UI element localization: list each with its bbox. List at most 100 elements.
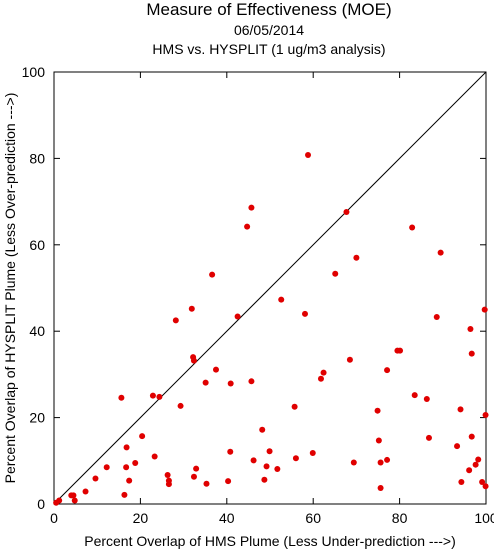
y-tick-label: 60 bbox=[29, 237, 45, 253]
x-tick-label: 100 bbox=[474, 510, 494, 526]
data-point bbox=[482, 412, 489, 419]
data-point bbox=[457, 406, 464, 413]
data-point bbox=[375, 437, 382, 444]
data-point bbox=[248, 378, 255, 385]
data-point bbox=[320, 369, 327, 376]
data-point bbox=[266, 448, 273, 455]
data-point bbox=[332, 270, 339, 277]
data-point bbox=[350, 459, 357, 466]
data-point bbox=[475, 456, 482, 463]
data-point bbox=[274, 466, 281, 473]
y-tick-label: 0 bbox=[37, 496, 45, 512]
y-axis-label: Percent Overlap of HYSPLIT Plume (Less O… bbox=[2, 93, 18, 484]
data-point bbox=[377, 459, 384, 466]
data-point bbox=[139, 433, 146, 440]
data-point bbox=[123, 464, 130, 471]
data-point bbox=[202, 379, 209, 386]
y-tick-label: 20 bbox=[29, 410, 45, 426]
chart-title: Measure of Effectiveness (MOE) bbox=[146, 0, 392, 19]
x-axis-label: Percent Overlap of HMS Plume (Less Under… bbox=[84, 533, 456, 549]
data-point bbox=[203, 480, 210, 487]
data-point bbox=[466, 467, 473, 474]
data-point bbox=[165, 477, 172, 484]
data-point bbox=[225, 478, 232, 485]
x-tick-label: 0 bbox=[50, 510, 58, 526]
data-point bbox=[458, 478, 465, 485]
data-point bbox=[411, 392, 418, 399]
data-point bbox=[384, 456, 391, 463]
data-point bbox=[317, 375, 324, 382]
x-tick-label: 60 bbox=[305, 510, 321, 526]
data-point bbox=[71, 497, 78, 504]
data-point bbox=[291, 403, 298, 410]
data-point bbox=[188, 305, 195, 312]
data-point bbox=[305, 151, 312, 158]
data-point bbox=[56, 497, 63, 504]
data-point bbox=[454, 443, 461, 450]
y-tick-label: 40 bbox=[29, 323, 45, 339]
data-point bbox=[190, 357, 197, 364]
data-point bbox=[227, 448, 234, 455]
data-point bbox=[377, 485, 384, 492]
data-point bbox=[481, 306, 488, 313]
plot-frame bbox=[53, 71, 487, 505]
data-point bbox=[397, 347, 404, 354]
data-point bbox=[425, 434, 432, 441]
data-point bbox=[292, 455, 299, 462]
data-point bbox=[353, 254, 360, 261]
data-point bbox=[261, 476, 268, 483]
data-point bbox=[250, 457, 257, 464]
x-tick-label: 40 bbox=[219, 510, 235, 526]
data-point bbox=[177, 402, 184, 409]
data-point bbox=[172, 317, 179, 324]
data-point bbox=[234, 313, 241, 320]
data-point bbox=[468, 350, 475, 357]
data-point bbox=[433, 313, 440, 320]
data-point bbox=[121, 491, 128, 498]
data-point bbox=[123, 444, 130, 451]
data-point bbox=[132, 459, 139, 466]
data-point bbox=[409, 224, 416, 231]
data-point bbox=[151, 453, 158, 460]
data-point bbox=[118, 394, 125, 401]
data-point bbox=[190, 473, 197, 480]
data-point bbox=[468, 433, 475, 440]
data-point bbox=[103, 464, 110, 471]
chart-date: 06/05/2014 bbox=[233, 22, 305, 38]
data-point bbox=[213, 366, 219, 373]
data-point bbox=[301, 310, 308, 317]
data-point bbox=[70, 492, 77, 499]
data-point bbox=[343, 208, 350, 215]
x-tick-label: 80 bbox=[392, 510, 408, 526]
axis-ticks: 0 20 40 60 80 100 0 20 40 60 80 100 bbox=[22, 64, 494, 526]
data-point bbox=[437, 249, 444, 256]
data-point bbox=[472, 461, 479, 468]
data-point bbox=[227, 380, 234, 387]
data-point bbox=[248, 204, 255, 211]
data-point bbox=[482, 483, 489, 490]
data-point bbox=[278, 296, 285, 303]
data-point bbox=[193, 465, 200, 472]
data-points bbox=[53, 151, 489, 506]
data-point bbox=[263, 463, 270, 470]
data-point bbox=[92, 475, 99, 482]
one-to-one-reference-line bbox=[53, 71, 487, 505]
data-point bbox=[479, 478, 486, 485]
data-point bbox=[126, 477, 133, 484]
data-point bbox=[156, 393, 163, 400]
data-point bbox=[309, 450, 316, 457]
data-point bbox=[384, 367, 391, 374]
data-point bbox=[467, 326, 474, 333]
y-tick-label: 100 bbox=[22, 64, 46, 80]
data-point bbox=[244, 223, 251, 230]
data-point bbox=[423, 396, 430, 403]
data-point bbox=[209, 271, 216, 278]
data-point bbox=[164, 472, 171, 479]
y-tick-label: 80 bbox=[29, 150, 45, 166]
data-point bbox=[82, 488, 89, 495]
chart-subtitle: HMS vs. HYSPLIT (1 ug/m3 analysis) bbox=[152, 41, 386, 57]
data-point bbox=[374, 407, 381, 414]
data-point bbox=[149, 392, 156, 399]
x-tick-label: 20 bbox=[133, 510, 149, 526]
